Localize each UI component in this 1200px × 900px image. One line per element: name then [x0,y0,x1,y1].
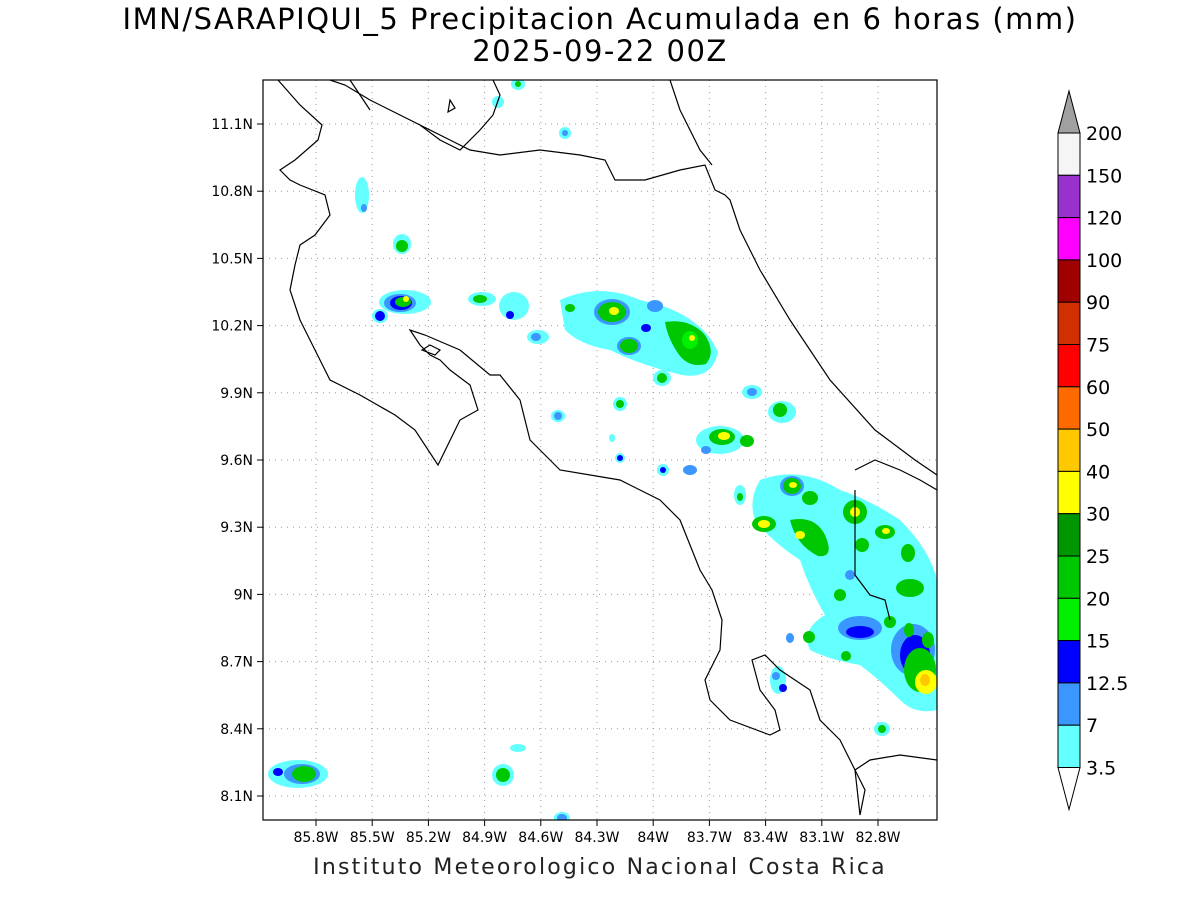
colorbar-segment [1057,132,1081,176]
colorbar-segment [1057,682,1081,726]
colorbar-legend: 200 150 120 100 90 75 60 50 40 30 25 20 15 12.5 7 3.5 [1057,89,1128,812]
lat-tick-label: 8.4N [220,722,253,738]
colorbar-label: 200 [1086,123,1122,145]
precip-cell [609,434,625,463]
colorbar-segment [1057,259,1081,303]
precip-cell [613,397,627,411]
coastline [277,80,937,816]
map-title: IMN/SARAPIQUI_5 Precipitacion Acumulada … [122,2,1078,36]
colorbar-segment [1057,597,1081,642]
colorbar-label: 150 [1086,165,1122,187]
lon-tick-label: 85.8W [293,830,338,846]
precip-cell [683,426,754,475]
lon-tick-label: 83.7W [687,830,732,846]
colorbar-label: 30 [1086,504,1110,526]
latitude-axis: 11.1N 10.8N 10.5N 10.2N 9.9N 9.6N 9.3N 9N 8.7N 8.… [211,117,263,805]
precip-cell [355,177,369,213]
lon-tick-label: 84.3W [574,830,619,846]
lat-tick-label: 8.7N [220,655,253,671]
lat-tick-label: 11.1N [211,117,253,133]
precip-cell [657,464,669,476]
lat-tick-label: 10.5N [211,251,253,267]
lon-tick-label: 82.8W [855,830,900,846]
colorbar-label: 60 [1086,377,1110,399]
colorbar-label: 20 [1086,588,1110,610]
precip-cell [527,330,549,344]
lon-tick-label: 85.5W [350,830,395,846]
precip-cell [742,385,762,399]
lat-tick-label: 9N [234,587,253,603]
colorbar-label: 40 [1086,461,1110,483]
footer-credit: Instituto Meteorologico Nacional Costa R… [313,855,887,880]
colorbar-label: 50 [1086,419,1110,441]
lat-tick-label: 10.8N [211,184,253,200]
precip-cell [379,290,431,314]
precip-cell [734,485,746,505]
colorbar-label: 12.5 [1086,673,1128,695]
precip-cell [770,666,787,694]
precipitation-field [268,80,937,820]
precip-cell [372,309,388,323]
lon-tick-label: 84.9W [462,830,507,846]
map-subtitle-date: 2025-09-22 00Z [472,34,728,68]
precip-cell [499,292,529,320]
precip-cell [554,812,570,820]
colorbar-segment [1057,470,1081,515]
lon-tick-label: 84.6W [518,830,563,846]
colorbar-label: 25 [1086,546,1110,568]
lon-tick-label: 84W [637,830,669,846]
lat-tick-label: 9.9N [220,386,253,402]
lat-tick-label: 8.1N [220,789,253,805]
precip-cell [874,722,890,736]
longitude-axis: 85.8W 85.5W 85.2W 84.9W 84.6W 84.3W 84W 83.7W 83… [293,820,901,846]
lon-tick-label: 83.4W [743,830,788,846]
lon-tick-label: 85.2W [406,830,451,846]
colorbar-label: 15 [1086,631,1110,653]
map-frame [262,79,938,821]
lon-tick-label: 83.1W [799,830,844,846]
colorbar-label: 120 [1086,208,1122,230]
colorbar-segment [1057,217,1081,261]
precip-cell [752,474,937,712]
colorbar-segment [1057,301,1081,346]
colorbar-bottom-arrow [1057,767,1081,812]
precip-cell [559,127,571,139]
colorbar-segment [1057,428,1081,472]
precip-cell [653,370,671,386]
colorbar-segment [1057,724,1081,769]
colorbar-segment [1057,386,1081,430]
colorbar-label: 3.5 [1086,758,1116,780]
colorbar-label: 75 [1086,335,1110,357]
colorbar-label: 90 [1086,292,1110,314]
colorbar-segment [1057,640,1081,684]
precip-cell [268,760,328,788]
colorbar-label: 7 [1086,715,1098,737]
precip-cell [768,401,796,423]
colorbar-label: 100 [1086,250,1122,272]
colorbar-segment [1057,513,1081,557]
colorbar-top-arrow [1057,89,1081,134]
colorbar-segment [1057,344,1081,388]
lat-tick-label: 9.6N [220,453,253,469]
colorbar-segment [1057,555,1081,599]
precip-cell [560,291,718,376]
lat-tick-label: 10.2N [211,319,253,335]
lat-tick-label: 9.3N [220,520,253,536]
colorbar-segment [1057,174,1081,219]
precip-cell [551,410,565,422]
precip-cell [492,744,526,786]
precip-cell [468,292,496,306]
map-gridlines [263,80,937,820]
precip-cell [393,234,411,254]
